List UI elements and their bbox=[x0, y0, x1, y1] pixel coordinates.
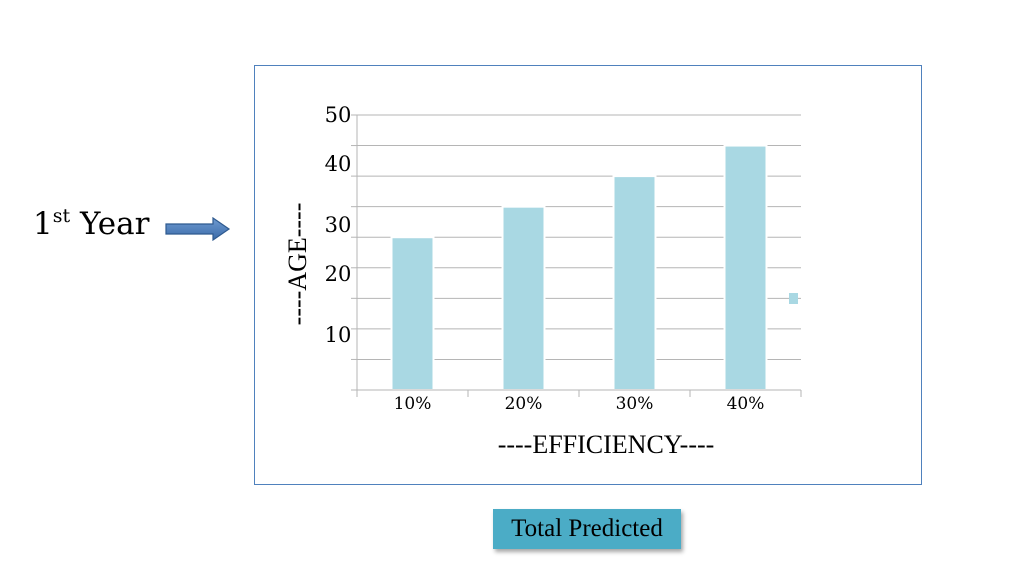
x-tick-label: 40% bbox=[727, 394, 765, 414]
x-tick-label: 20% bbox=[505, 394, 543, 414]
bar bbox=[390, 236, 435, 391]
x-tick-label: 10% bbox=[394, 394, 432, 414]
bar-chart: 50 40 30 20 10 10% 20% 30% 40% ----EFFICIENCY--… bbox=[283, 103, 802, 459]
bars bbox=[390, 144, 768, 391]
y-tick-label: 50 bbox=[325, 103, 352, 127]
y-tick-label: 10 bbox=[325, 323, 352, 347]
side-label: 1st Year bbox=[33, 207, 149, 240]
y-tick-labels: 50 40 30 20 10 bbox=[325, 103, 352, 347]
side-label-suffix: st bbox=[52, 205, 71, 227]
bar bbox=[612, 175, 657, 391]
axes bbox=[351, 114, 802, 397]
y-tick-label: 40 bbox=[325, 152, 352, 176]
y-axis-title: ----AGE---- bbox=[283, 203, 312, 326]
chart-frame bbox=[254, 65, 922, 485]
bar bbox=[723, 144, 768, 391]
y-tick-label: 20 bbox=[325, 262, 352, 286]
x-tick-label: 30% bbox=[616, 394, 654, 414]
side-label-number: 1 bbox=[33, 206, 53, 242]
bar bbox=[501, 205, 546, 391]
x-tick-labels: 10% 20% 30% 40% bbox=[394, 394, 765, 414]
total-predicted-label: Total Predicted bbox=[493, 509, 681, 549]
legend-swatch bbox=[789, 293, 798, 304]
x-axis-title: ----EFFICIENCY---- bbox=[498, 430, 715, 459]
side-label-text: Year bbox=[70, 206, 150, 242]
y-tick-label: 30 bbox=[325, 213, 352, 237]
right-arrow-icon bbox=[165, 217, 231, 241]
